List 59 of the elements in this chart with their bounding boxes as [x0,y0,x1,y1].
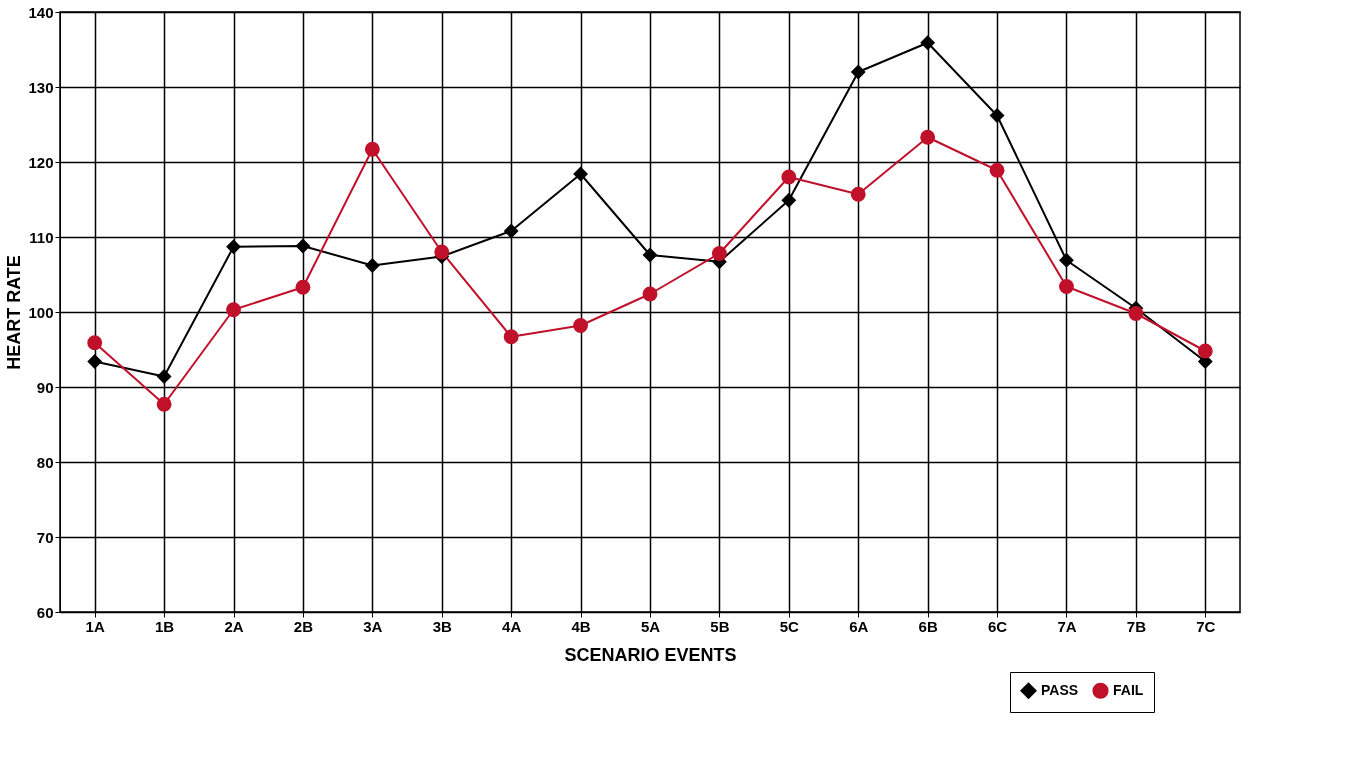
point [156,369,172,384]
y-tick-label: 60 [36,603,54,621]
point [295,238,311,254]
x-tick-label: 5C [779,617,800,635]
x-tick-label: 4A [502,617,522,635]
y-tick-label: 140 [28,3,54,21]
x-axis-title: SCENARIO EVENTS [564,644,737,665]
y-tick-label: 80 [36,453,54,471]
x-tick-label: 6A [849,617,869,635]
point [503,329,519,345]
point [712,246,727,261]
point [920,129,936,145]
point [642,286,658,302]
point [850,186,866,202]
y-tick-label: 70 [36,528,54,546]
point [364,141,380,157]
y-tick-label: 100 [28,303,54,321]
point [87,354,103,369]
point [781,192,797,208]
x-tick-label: 6B [918,617,938,635]
point [1059,279,1074,294]
point [503,223,519,239]
point [87,335,103,351]
x-tick-label: 1A [85,617,105,635]
x-tick-label: 1B [155,617,175,635]
point [573,318,588,333]
y-tick-label: 130 [28,78,54,96]
point [434,244,450,260]
x-tick-label: 3A [363,617,383,635]
y-axis-title: HEART RATE [4,255,25,370]
point [364,258,380,273]
point [1059,252,1074,268]
x-tick-label: 7B [1126,617,1147,635]
x-tick-label: 6C [987,617,1008,635]
point [573,166,588,182]
x-tick-label: 4B [571,617,591,635]
point [989,162,1005,178]
point [781,169,797,185]
y-tick-label: 120 [28,153,54,171]
point [156,396,172,412]
point [642,247,658,263]
point [226,302,241,318]
point [295,279,311,295]
x-tick-label: 3B [432,617,453,635]
point [1197,343,1213,359]
x-tick-label: 5A [640,617,661,635]
x-tick-label: 5B [710,617,730,635]
x-tick-label: 2A [224,617,244,635]
y-tick-label: 110 [29,228,54,246]
point [920,35,936,51]
point [226,239,241,255]
x-tick-label: 7C [1196,617,1216,635]
point [850,64,866,80]
x-tick-label: 2B [293,617,314,635]
x-tick-label: 7A [1057,617,1077,635]
point [1128,306,1144,321]
legend-label: PASS [1041,681,1079,698]
y-tick-label: 90 [36,378,54,396]
legend-label: FAIL [1113,681,1144,698]
